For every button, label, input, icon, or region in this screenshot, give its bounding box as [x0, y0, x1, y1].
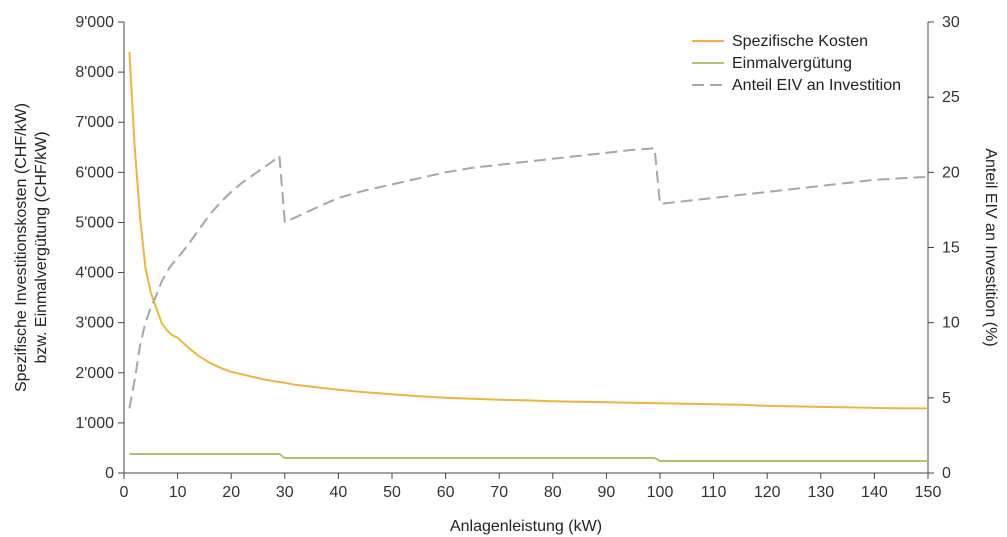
- left-y-tick-label: 1'000: [75, 415, 114, 432]
- series-line-anteil-eiv-an-investition: [128, 147, 929, 409]
- right-y-tick-label: 25: [942, 89, 960, 106]
- series-line-einmalverg-tung: [129, 453, 928, 462]
- right-y-tick-label: 10: [942, 315, 960, 332]
- left-y-axis-title-line1: Spezifische Investitionskosten (CHF/kW): [13, 103, 30, 392]
- right-y-tick-label: 30: [942, 14, 960, 31]
- x-tick-label: 0: [120, 484, 129, 501]
- left-y-tick-label: 4'000: [75, 265, 114, 282]
- right-y-tick-label: 15: [942, 240, 960, 257]
- x-tick-label: 60: [437, 484, 455, 501]
- right-y-tick-label: 0: [942, 465, 951, 482]
- series-lines: [128, 52, 929, 462]
- right-y-tick-label: 20: [942, 164, 960, 181]
- left-y-tick-label: 2'000: [75, 365, 114, 382]
- legend: Spezifische Kosten Einmalvergütung Anteil …: [692, 33, 901, 94]
- left-y-tick-label: 0: [105, 465, 114, 482]
- left-y-tick-label: 9'000: [75, 14, 114, 31]
- legend-label: Spezifische Kosten: [732, 33, 868, 50]
- x-tick-label: 100: [647, 484, 674, 501]
- x-tick-label: 140: [861, 484, 888, 501]
- x-tick-label: 120: [754, 484, 781, 501]
- series-line-spezifische-kosten: [128, 52, 928, 410]
- left-y-tick-label: 3'000: [75, 315, 114, 332]
- left-y-tick-label: 8'000: [75, 64, 114, 81]
- x-axis-ticks: 0 10 20 30 40 50 60 70 80 90 100 110 120 130 140 150: [120, 473, 942, 501]
- x-tick-label: 110: [701, 484, 727, 501]
- x-tick-label: 90: [598, 484, 616, 501]
- left-y-tick-label: 7'000: [75, 114, 114, 131]
- right-y-axis-title: Anteil EIV an Investition (%): [982, 148, 999, 346]
- left-y-tick-label: 6'000: [75, 164, 114, 181]
- right-y-tick-label: 5: [942, 390, 951, 407]
- x-axis-title: Anlagenleistung (kW): [450, 518, 602, 535]
- x-tick-label: 40: [330, 484, 348, 501]
- x-tick-label: 80: [544, 484, 562, 501]
- left-y-axis-title-line2: bzw. Einmalvergütung (CHF/kW): [33, 131, 50, 363]
- x-tick-label: 70: [490, 484, 508, 501]
- legend-label: Einmalvergütung: [732, 55, 852, 72]
- x-tick-label: 20: [222, 484, 240, 501]
- left-y-tick-label: 5'000: [75, 214, 114, 231]
- x-tick-label: 10: [169, 484, 187, 501]
- left-y-axis-ticks: 0 1'000 2'000 3'000 4'000 5'000 6'000 7'000 8'00…: [75, 14, 124, 482]
- right-y-axis-ticks: 0 5 10 15 20 25 30: [928, 14, 960, 482]
- x-tick-label: 30: [276, 484, 294, 501]
- x-tick-label: 130: [807, 484, 834, 501]
- x-tick-label: 150: [915, 484, 942, 501]
- x-tick-label: 50: [383, 484, 401, 501]
- legend-label: Anteil EIV an Investition: [732, 77, 901, 94]
